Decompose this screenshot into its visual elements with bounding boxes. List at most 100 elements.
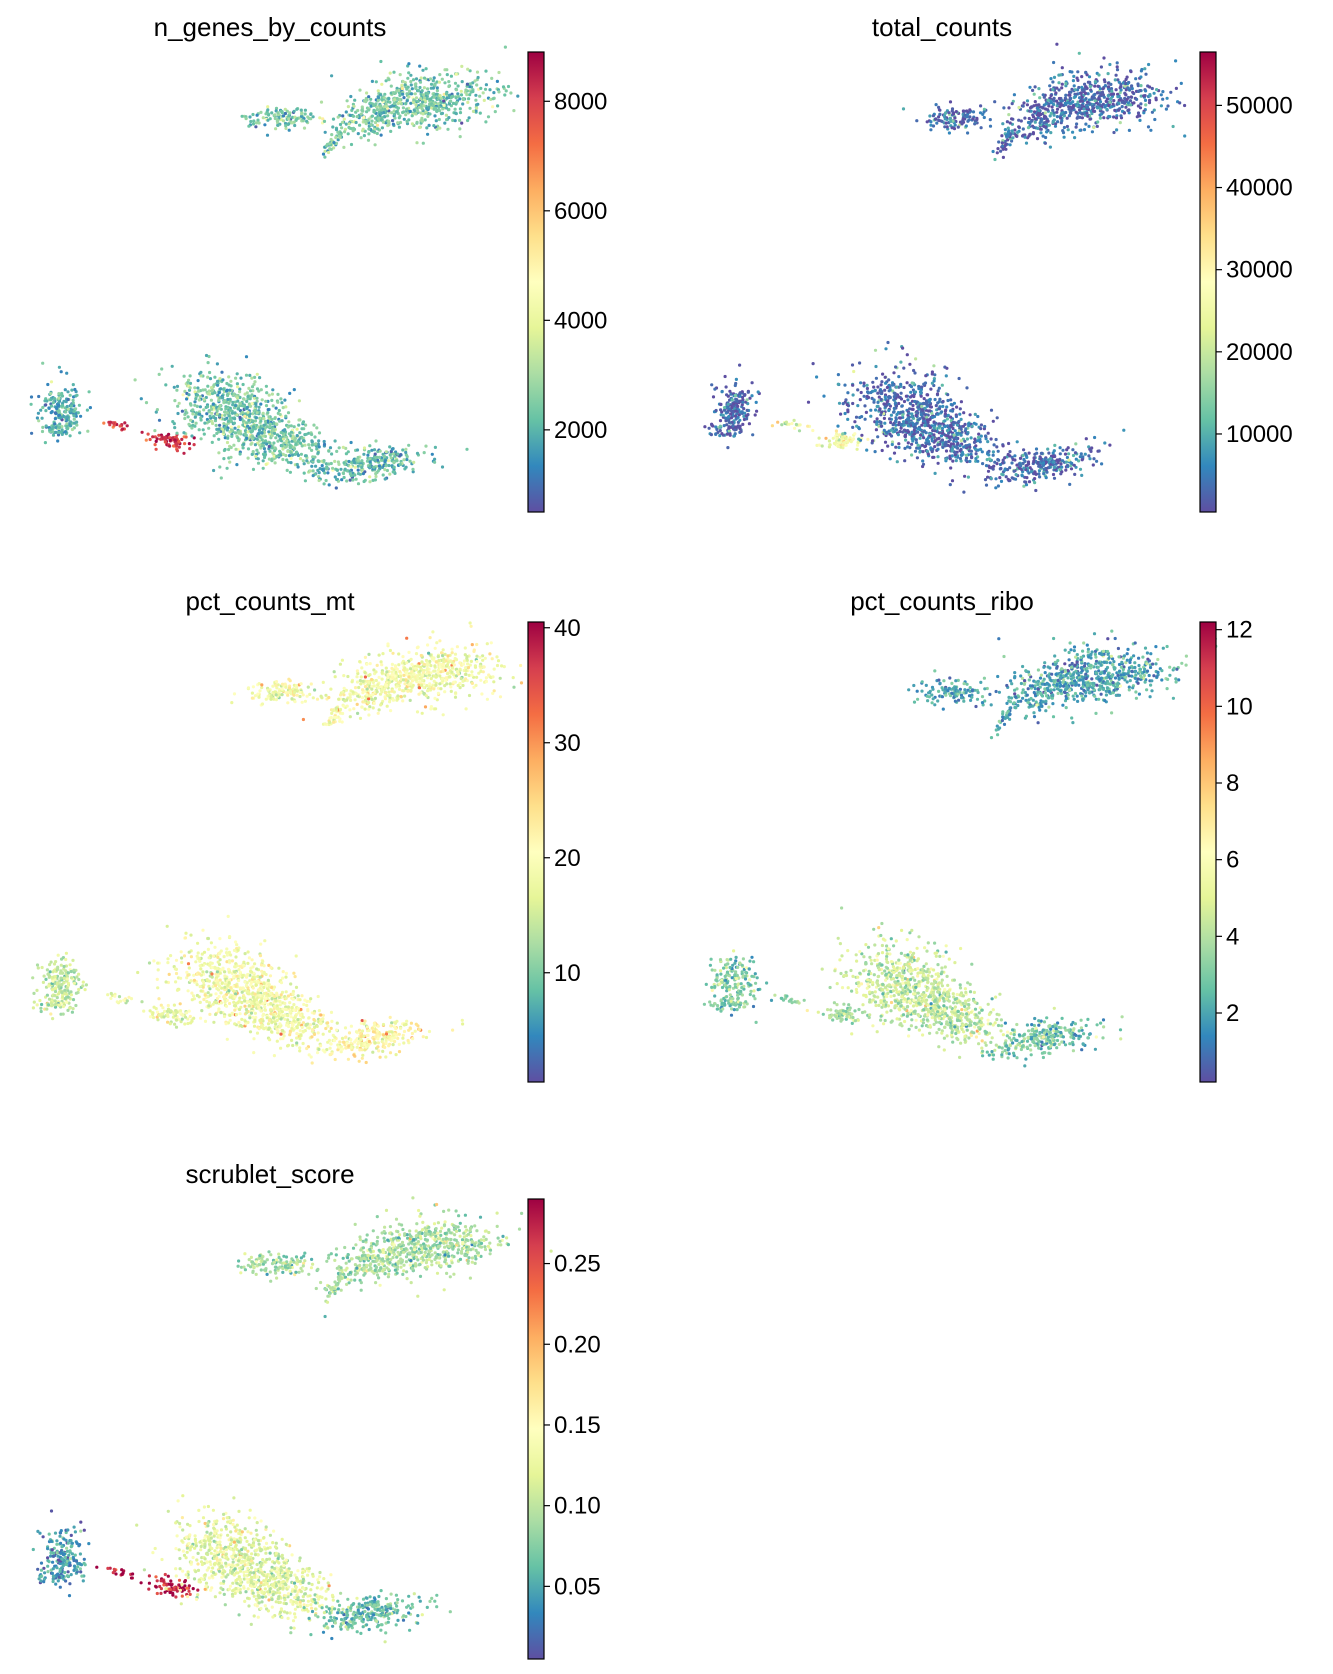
cell-point [311,115,315,119]
cell-point [1080,99,1084,103]
cell-point [1144,89,1148,93]
cell-point [965,115,969,119]
cell-point [228,388,232,392]
cell-point [182,451,186,455]
cell-point [843,411,847,416]
cell-point [325,466,329,471]
cell-point [1021,127,1025,131]
cell-point [1074,442,1078,446]
cell-point [468,85,472,89]
cell-point [1092,109,1096,113]
cell-point [949,409,953,413]
cell-point [753,413,757,417]
cell-point [387,78,391,82]
cell-point [730,398,734,402]
cell-point [157,433,161,437]
cell-point [146,432,150,436]
cell-point [295,427,299,431]
cell-point [62,399,66,403]
cell-point [167,432,171,436]
cell-point [301,459,305,463]
cell-point [1038,121,1042,125]
cell-point [906,398,910,402]
cell-point [310,448,314,452]
cell-point [960,453,964,457]
cell-point [184,435,188,439]
cell-point [1126,86,1130,90]
cell-point [1152,91,1156,95]
cell-point [307,443,311,447]
cell-point [410,122,414,126]
cell-point [447,84,451,89]
cell-point [1068,107,1072,111]
cell-point [936,461,940,465]
cell-point [375,123,380,127]
cell-point [402,110,406,114]
cell-point [53,397,57,401]
cell-point [275,119,279,123]
cell-point [387,463,391,468]
cell-point [1064,82,1068,86]
cell-point [979,427,983,431]
cell-point [995,151,999,155]
cell-point [952,433,956,437]
cell-point [999,479,1004,483]
cell-point [948,483,952,487]
cell-point [262,455,267,460]
cell-point [1159,93,1163,97]
cell-point [1060,111,1064,115]
cell-point [65,427,70,431]
cell-point [65,415,69,419]
cell-point [895,460,899,464]
cell-point [456,92,460,96]
cell-point [279,397,283,401]
cell-point [228,460,232,464]
cell-point [1012,93,1017,97]
cell-point [703,425,707,429]
cell-point [466,118,470,123]
cell-point [388,71,392,75]
cell-point [1166,104,1170,108]
cell-point [943,409,948,413]
cell-point [281,114,286,118]
cell-point [924,374,928,378]
cell-point [481,91,485,95]
cell-point [227,401,231,405]
cell-point [418,80,423,84]
cell-point [424,110,428,114]
cell-point [1017,125,1021,129]
cell-point [393,98,397,102]
cell-point [229,425,233,429]
cell-point [874,376,879,380]
cell-point [360,465,364,469]
cell-point [1101,87,1105,91]
cell-point [366,119,370,123]
colorbar-gradient [527,51,545,513]
cell-point [934,117,938,121]
cell-point [326,471,330,475]
cell-point [875,404,879,409]
cell-point [923,381,928,385]
cell-point [252,425,256,429]
cell-point [356,482,361,486]
cell-point [1069,101,1073,105]
cell-point [331,466,335,470]
cell-point [1130,84,1134,88]
colorbar-gradient [1199,51,1217,513]
cell-point [1066,101,1070,105]
cell-point [454,88,459,92]
cell-point [958,449,962,453]
cell-point [408,109,412,114]
cell-point [323,130,327,134]
cell-point [1032,460,1036,464]
cell-point [330,133,334,137]
cell-point [972,440,977,444]
cell-point [976,459,980,463]
cell-point [1092,125,1096,130]
cell-point [979,104,983,108]
cell-point [387,109,391,113]
cell-point [1138,114,1142,118]
cell-point [431,86,435,90]
cell-point [930,415,935,419]
cell-point [1034,472,1038,476]
